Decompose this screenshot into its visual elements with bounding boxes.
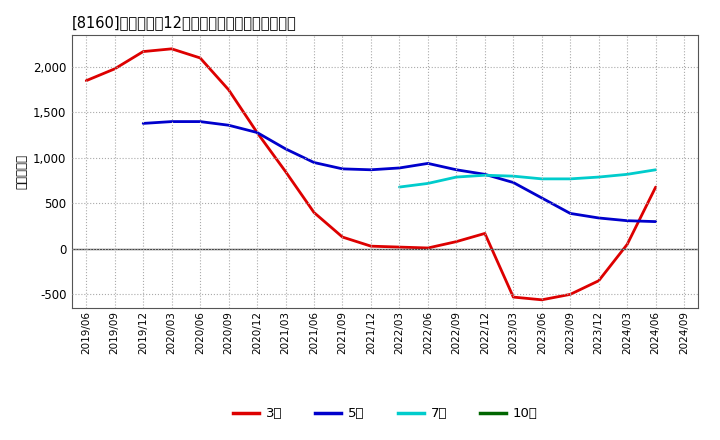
Y-axis label: （百万円）: （百万円） bbox=[16, 154, 29, 189]
Legend: 3年, 5年, 7年, 10年: 3年, 5年, 7年, 10年 bbox=[228, 402, 543, 425]
Text: [8160]　経常利益12か月移動合計の平均値の推移: [8160] 経常利益12か月移動合計の平均値の推移 bbox=[72, 15, 297, 30]
